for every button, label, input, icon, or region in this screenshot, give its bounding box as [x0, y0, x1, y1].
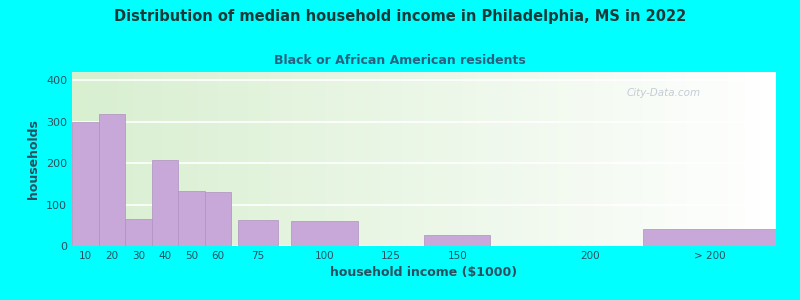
Bar	[238, 220, 278, 246]
Text: Black or African American residents: Black or African American residents	[274, 54, 526, 67]
Bar	[291, 221, 358, 246]
Bar	[424, 235, 490, 246]
Bar	[125, 219, 152, 246]
Text: City-Data.com: City-Data.com	[626, 88, 701, 98]
Bar	[643, 230, 776, 246]
Bar	[72, 122, 98, 246]
Text: Distribution of median household income in Philadelphia, MS in 2022: Distribution of median household income …	[114, 9, 686, 24]
Bar	[178, 191, 205, 246]
Bar	[205, 192, 231, 246]
Bar	[98, 114, 125, 246]
Bar	[152, 160, 178, 246]
X-axis label: household income ($1000): household income ($1000)	[330, 266, 518, 279]
Y-axis label: households: households	[27, 119, 41, 199]
